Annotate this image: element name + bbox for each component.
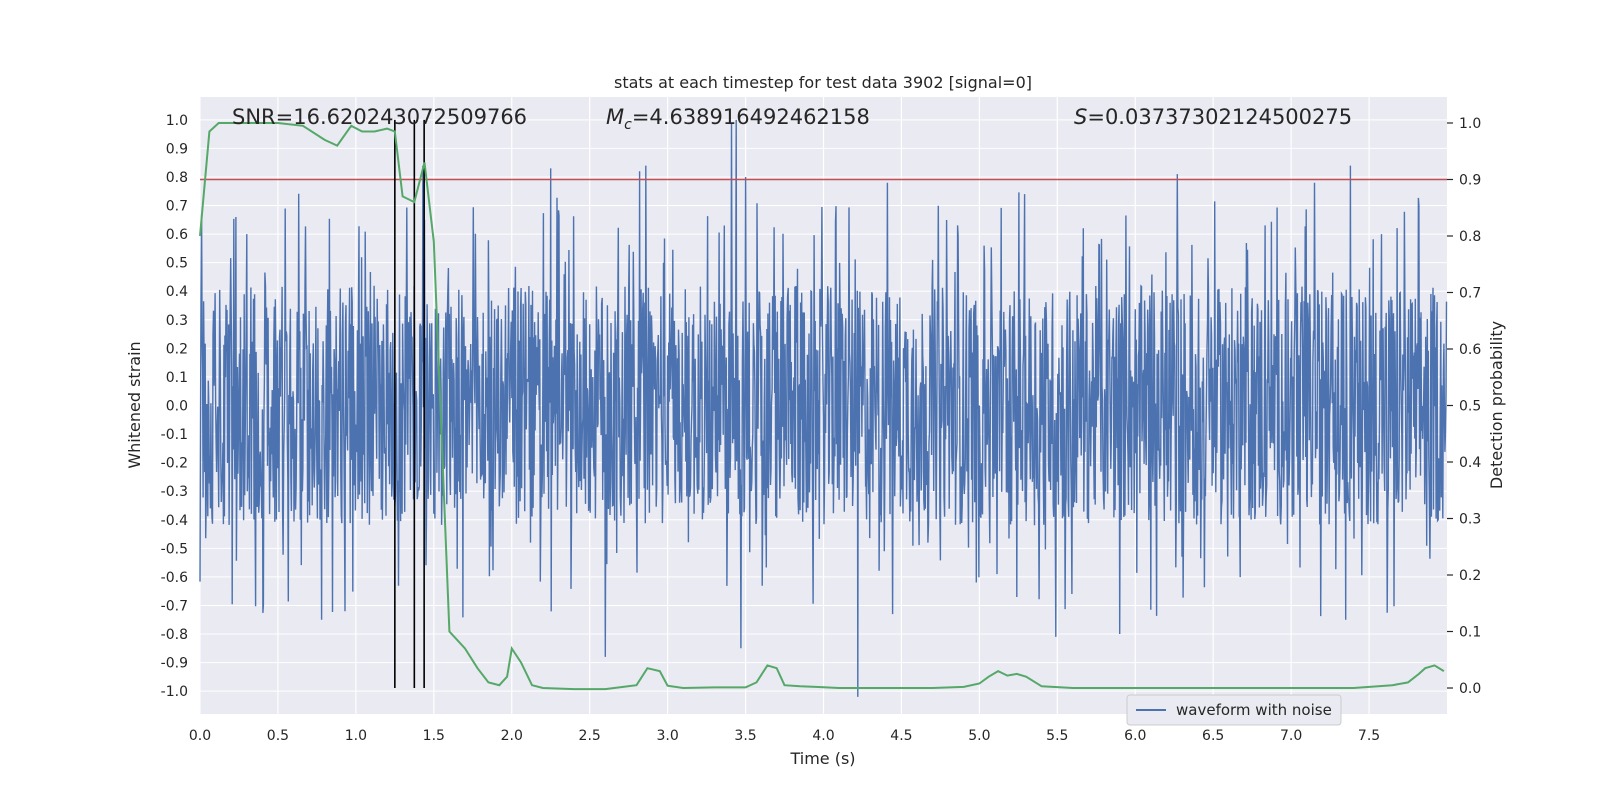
x-axis-label: Time (s) [789,749,855,768]
mc-value: =4.638916492462158 [632,105,870,129]
x-tick-label: 4.5 [890,728,912,744]
snr-annotation: SNR=16.620243072509766 [232,105,527,129]
right-axis-label: Detection probability [1487,321,1506,489]
legend-label: waveform with noise [1176,701,1332,719]
x-tick-label: 7.0 [1280,728,1302,744]
event-markers [394,119,425,689]
right-tick-label: 0.9 [1459,172,1481,188]
left-tick-label: 0.6 [166,227,188,243]
right-tick-label: 0.8 [1459,229,1481,245]
x-tick-label: 6.5 [1202,728,1224,744]
x-tick-label: 4.0 [812,728,834,744]
left-tick-label: 1.0 [166,113,188,129]
left-tick-label: 0.0 [166,399,188,415]
left-tick-label: -0.5 [161,541,188,557]
x-tick-label: 2.0 [501,728,523,744]
right-tick-label: 1.0 [1459,116,1481,132]
s-value: =0.03737302124500275 [1087,105,1352,129]
right-axis-ticks: 1.0 0.9 0.8 0.7 0.6 0.5 0.4 0.3 0.2 0.1 0.0 [1447,116,1481,697]
right-tick-label: 0.7 [1459,285,1481,301]
right-tick-label: 0.0 [1459,681,1481,697]
left-tick-label: 0.9 [166,141,188,157]
mc-symbol: M [606,105,624,129]
left-axis-ticks: 1.0 0.9 0.8 0.7 0.6 0.5 0.4 0.3 0.2 0.1 0.0 -0.1 -0.… [161,113,188,700]
right-tick-label: 0.3 [1459,512,1481,528]
x-tick-label: 0.0 [189,728,211,744]
x-tick-label: 5.0 [968,728,990,744]
left-tick-label: -0.9 [161,656,188,672]
x-tick-label: 6.0 [1124,728,1146,744]
x-axis-ticks: 0.0 0.5 1.0 1.5 2.0 2.5 3.0 3.5 4.0 4.5 5.0 5.5 6.0 6… [189,728,1380,744]
left-tick-label: 0.8 [166,170,188,186]
probability-series [199,122,1445,691]
x-tick-label: 1.5 [423,728,445,744]
waveform-series [199,119,1448,697]
left-tick-label: 0.5 [166,256,188,272]
chirp-mass-annotation: Mc=4.638916492462158 [606,105,870,133]
left-tick-label: 0.4 [166,284,188,300]
left-tick-label: 0.1 [166,370,188,386]
left-tick-label: -0.1 [161,427,188,443]
right-tick-label: 0.1 [1459,625,1481,641]
left-tick-label: -0.7 [161,598,188,614]
left-tick-label: -0.3 [161,484,188,500]
x-tick-label: 3.0 [656,728,678,744]
x-tick-label: 0.5 [267,728,289,744]
chart-title: stats at each timestep for test data 390… [614,73,1032,92]
x-tick-label: 7.5 [1358,728,1380,744]
s-annotation: S=0.03737302124500275 [1074,105,1352,129]
legend: waveform with noise [1126,694,1342,726]
right-tick-label: 0.5 [1459,399,1481,415]
left-tick-label: -0.2 [161,456,188,472]
left-tick-label: 0.2 [166,341,188,357]
left-tick-label: 0.3 [166,313,188,329]
x-tick-label: 5.5 [1046,728,1068,744]
left-tick-label: 0.7 [166,199,188,215]
right-tick-label: 0.4 [1459,455,1481,471]
x-tick-label: 3.5 [734,728,756,744]
right-tick-label: 0.6 [1459,342,1481,358]
legend-box [1126,694,1342,726]
x-tick-label: 1.0 [345,728,367,744]
right-tick-label: 0.2 [1459,568,1481,584]
left-tick-label: -1.0 [161,684,188,700]
left-axis-label: Whitened strain [125,341,144,468]
x-tick-label: 2.5 [579,728,601,744]
left-tick-label: -0.8 [161,627,188,643]
left-tick-label: -0.6 [161,570,188,586]
mc-subscript: c [624,117,632,133]
left-tick-label: -0.4 [161,513,188,529]
s-symbol: S [1074,105,1087,129]
